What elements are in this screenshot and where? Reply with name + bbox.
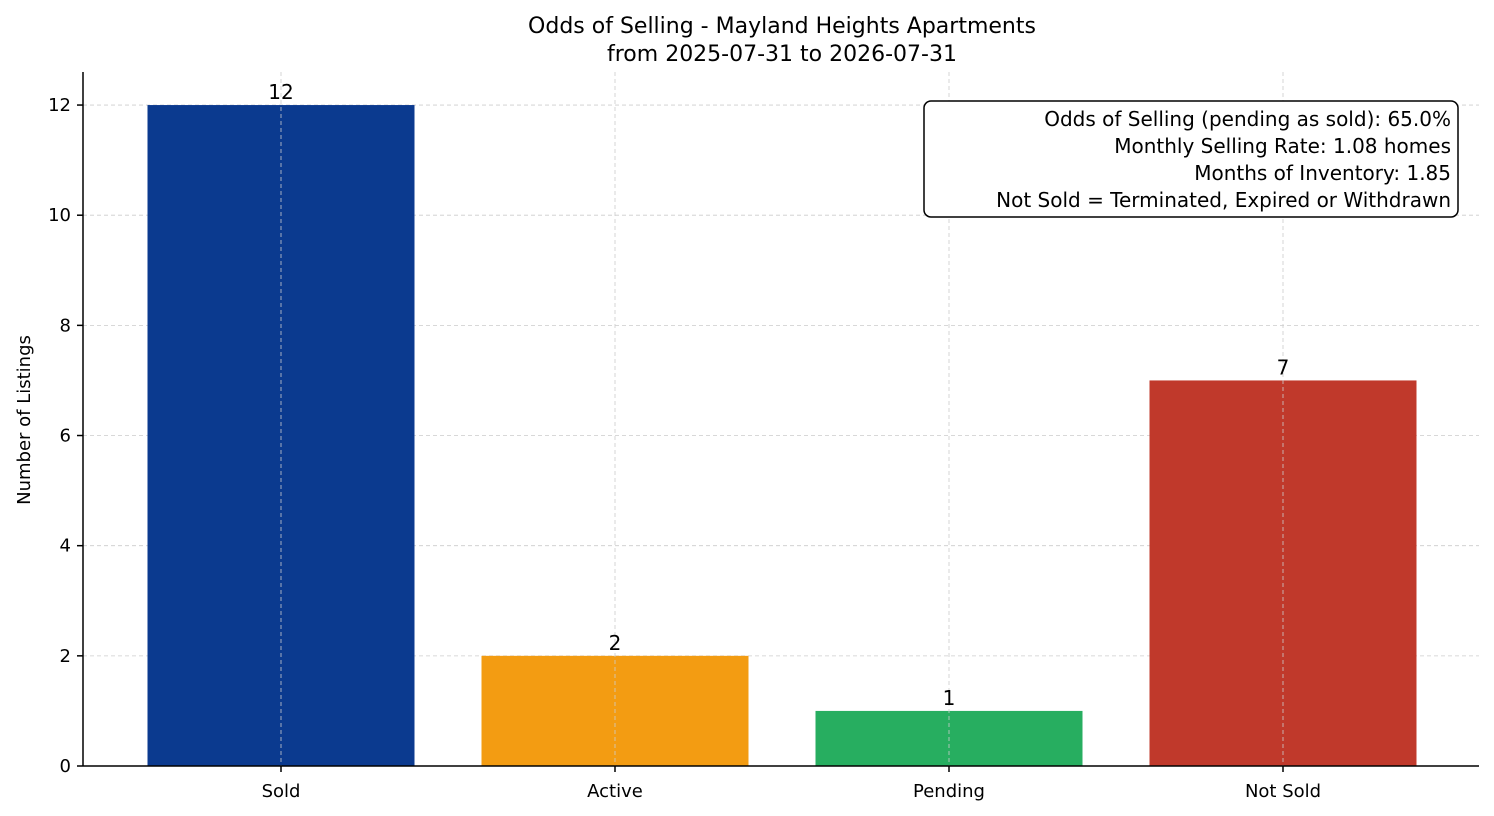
annotation-line: Not Sold = Terminated, Expired or Withdr… [996, 188, 1451, 212]
bar-value-label: 7 [1277, 355, 1290, 379]
bar-sold [147, 105, 415, 767]
labels-layer: 0 2 4 6 8 10 12 12 Sold 2 Active 1 Pending 7 Not Sold [48, 80, 1321, 802]
annotation-line: Months of Inventory: 1.85 [1194, 161, 1451, 185]
annotation-box: Odds of Selling (pending as sold): 65.0%… [923, 100, 1459, 218]
chart-subtitle: from 2025-07-31 to 2026-07-31 [607, 42, 957, 67]
annotation-line: Monthly Selling Rate: 1.08 homes [1114, 134, 1451, 158]
axes-layer [77, 72, 1479, 772]
x-tick-label: Sold [262, 781, 301, 802]
bar-value-label: 12 [268, 80, 293, 104]
y-axis-label: Number of Listings [14, 335, 35, 505]
chart-title: Odds of Selling - Mayland Heights Apartm… [528, 14, 1036, 39]
y-tick-label: 0 [60, 756, 71, 777]
y-tick-label: 6 [60, 426, 71, 447]
bar-value-label: 2 [609, 631, 622, 655]
bar-value-label: 1 [943, 686, 956, 710]
x-tick-label: Not Sold [1245, 781, 1321, 802]
y-tick-label: 10 [48, 205, 71, 226]
y-tick-label: 2 [60, 646, 71, 667]
annotation-frame [923, 100, 1459, 218]
y-tick-label: 8 [60, 315, 71, 336]
x-tick-label: Active [587, 781, 643, 802]
x-tick-label: Pending [913, 781, 985, 802]
y-tick-label: 12 [48, 95, 71, 116]
y-tick-label: 4 [60, 536, 71, 557]
annotation-line: Odds of Selling (pending as sold): 65.0% [1044, 107, 1451, 131]
